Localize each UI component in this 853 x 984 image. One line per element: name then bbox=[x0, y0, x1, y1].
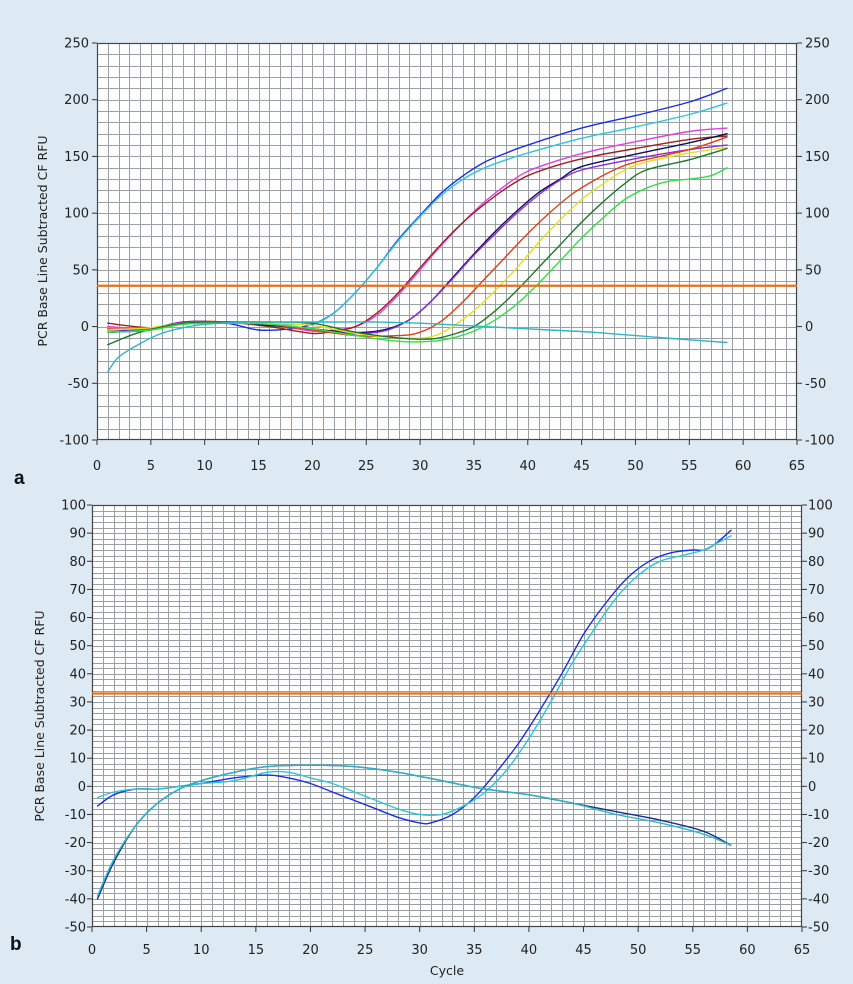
x-tick-label: 0 bbox=[88, 943, 96, 958]
y-tick-label-right: 30 bbox=[808, 695, 825, 710]
chart-panel-b: -50 -50 -40 -40 -30 -30 -20 -20 -10 -10 0 0 10 10 20 20… bbox=[10, 499, 833, 979]
y-tick-label-left: 30 bbox=[69, 695, 86, 710]
y-tick-label-left: -10 bbox=[65, 808, 86, 823]
y-tick-label-left: 60 bbox=[69, 611, 86, 626]
grid bbox=[92, 505, 802, 927]
series-line-4 bbox=[96, 764, 732, 897]
y-tick-label-left: 40 bbox=[69, 667, 86, 682]
y-tick-label-left: -100 bbox=[59, 434, 89, 449]
x-tick-label: 40 bbox=[519, 459, 536, 474]
y-tick-label-right: 150 bbox=[805, 150, 830, 165]
x-tick-label: 0 bbox=[93, 459, 101, 474]
y-tick-label-right: 50 bbox=[808, 639, 825, 654]
x-tick-label: 50 bbox=[627, 459, 644, 474]
y-tick-label-left: 10 bbox=[69, 752, 86, 767]
y-tick-label-right: 80 bbox=[808, 555, 825, 570]
panel-label: b bbox=[10, 934, 22, 955]
y-tick-label-left: 100 bbox=[64, 207, 89, 222]
x-tick-label: 10 bbox=[196, 459, 213, 474]
series-line-1 bbox=[107, 87, 728, 333]
x-tick-label: 5 bbox=[142, 943, 150, 958]
x-tick-label: 45 bbox=[573, 459, 590, 474]
y-tick-label-right: -20 bbox=[808, 836, 829, 851]
y-tick-label-left: 50 bbox=[72, 263, 89, 278]
y-axis-title: PCR Base Line Subtracted CF RFU bbox=[32, 610, 47, 821]
y-tick-label-right: 90 bbox=[808, 527, 825, 542]
x-axis-title: Cycle bbox=[430, 963, 464, 978]
y-tick-label-right: 50 bbox=[805, 263, 822, 278]
y-tick-label-left: 20 bbox=[69, 724, 86, 739]
y-tick-label-right: 100 bbox=[808, 499, 833, 514]
x-tick-label: 35 bbox=[466, 943, 483, 958]
x-tick-label: 60 bbox=[735, 459, 752, 474]
y-tick-label-right: 10 bbox=[808, 752, 825, 767]
y-tick-label-left: 0 bbox=[78, 780, 86, 795]
panel-label: a bbox=[14, 468, 25, 489]
x-tick-label: 65 bbox=[794, 943, 811, 958]
y-tick-label-right: 40 bbox=[808, 667, 825, 682]
y-tick-label-right: -40 bbox=[808, 892, 829, 907]
y-tick-label-left: -50 bbox=[68, 377, 89, 392]
x-tick-label: 55 bbox=[684, 943, 701, 958]
y-tick-label-left: -20 bbox=[65, 836, 86, 851]
y-tick-label-left: 250 bbox=[64, 37, 89, 52]
y-tick-label-right: 70 bbox=[808, 583, 825, 598]
x-tick-label: 10 bbox=[193, 943, 210, 958]
grid bbox=[97, 43, 797, 440]
x-tick-label: 20 bbox=[304, 459, 321, 474]
y-tick-label-right: 0 bbox=[808, 780, 816, 795]
y-tick-label-left: 80 bbox=[69, 555, 86, 570]
plot-border bbox=[91, 504, 803, 928]
x-tick-label: 25 bbox=[358, 459, 375, 474]
x-tick-label: 25 bbox=[357, 943, 374, 958]
y-tick-label-left: 150 bbox=[64, 150, 89, 165]
y-tick-label-right: -50 bbox=[808, 921, 829, 936]
y-tick-label-left: 200 bbox=[64, 93, 89, 108]
y-tick-label-right: -30 bbox=[808, 864, 829, 879]
x-tick-label: 45 bbox=[575, 943, 592, 958]
y-tick-label-right: 100 bbox=[805, 207, 830, 222]
x-tick-label: 40 bbox=[521, 943, 538, 958]
y-tick-label-right: -10 bbox=[808, 808, 829, 823]
y-tick-label-right: 0 bbox=[805, 320, 813, 335]
y-tick-label-left: 70 bbox=[69, 583, 86, 598]
plot-border bbox=[96, 42, 798, 441]
y-tick-label-left: 50 bbox=[69, 639, 86, 654]
x-tick-label: 65 bbox=[789, 459, 806, 474]
y-tick-label-left: -40 bbox=[65, 892, 86, 907]
x-tick-label: 15 bbox=[250, 459, 267, 474]
x-tick-label: 5 bbox=[147, 459, 155, 474]
series-line-2 bbox=[96, 535, 732, 817]
y-axis-title: PCR Base Line Subtracted CF RFU bbox=[35, 135, 50, 346]
y-tick-label-left: 100 bbox=[61, 499, 86, 514]
series-line-11 bbox=[107, 321, 728, 373]
x-tick-label: 30 bbox=[411, 943, 428, 958]
y-tick-label-right: 20 bbox=[808, 724, 825, 739]
y-tick-label-right: -100 bbox=[805, 434, 835, 449]
x-tick-label: 30 bbox=[412, 459, 429, 474]
y-tick-label-left: -50 bbox=[65, 921, 86, 936]
x-tick-label: 55 bbox=[681, 459, 698, 474]
x-tick-label: 50 bbox=[630, 943, 647, 958]
x-tick-label: 15 bbox=[248, 943, 265, 958]
x-tick-label: 35 bbox=[466, 459, 483, 474]
x-tick-label: 20 bbox=[302, 943, 319, 958]
y-tick-label-left: 0 bbox=[81, 320, 89, 335]
y-tick-label-right: 250 bbox=[805, 37, 830, 52]
y-tick-label-right: 60 bbox=[808, 611, 825, 626]
y-tick-label-left: -30 bbox=[65, 864, 86, 879]
series-line-10 bbox=[107, 167, 728, 343]
y-tick-label-right: -50 bbox=[805, 377, 826, 392]
y-tick-label-left: 90 bbox=[69, 527, 86, 542]
plot-area bbox=[92, 505, 802, 927]
plot-area bbox=[97, 43, 797, 440]
y-tick-label-right: 200 bbox=[805, 93, 830, 108]
x-tick-label: 60 bbox=[739, 943, 756, 958]
